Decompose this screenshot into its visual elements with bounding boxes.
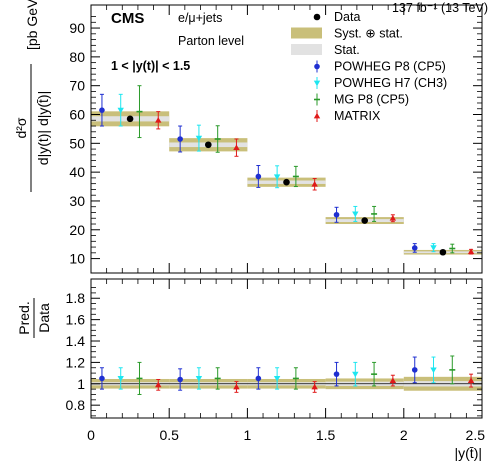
legend-label: MG P8 (CP5) bbox=[334, 93, 409, 107]
powheg_h7-point bbox=[273, 376, 281, 382]
legend-marker bbox=[291, 27, 322, 39]
powheg_h7-point bbox=[195, 135, 203, 142]
ratio-y-tick-label: 1.6 bbox=[66, 312, 86, 328]
main-prediction-series bbox=[99, 85, 475, 255]
y-tick-label: 40 bbox=[69, 164, 85, 180]
legend-marker bbox=[313, 80, 321, 87]
x-tick-label: 2 bbox=[400, 427, 408, 443]
y-label-unit: [pb GeV⁻¹] bbox=[24, 0, 40, 50]
main-plot-frame bbox=[90, 4, 483, 274]
powheg_h7-point bbox=[430, 367, 437, 374]
matrix-point bbox=[467, 248, 475, 255]
powheg_p8-point bbox=[177, 376, 183, 383]
powheg_h7-point bbox=[195, 376, 203, 382]
powheg_p8-point bbox=[333, 371, 340, 377]
legend-label: POWHEG P8 (CP5) bbox=[334, 60, 446, 74]
data-point bbox=[283, 178, 290, 186]
rapidity-cut-label: 1 < |y(t)| < 1.5 bbox=[111, 59, 190, 73]
main-x-axis-ticks bbox=[90, 5, 483, 273]
y-tick-label: 10 bbox=[69, 251, 85, 267]
x-tick-label: 1.5 bbox=[316, 427, 336, 443]
ratio-y-axis-ticks: 0.8 1 1.2 1.4 1.6 1.8 bbox=[66, 287, 482, 417]
ratio-y-label-group: Pred. Data bbox=[16, 298, 52, 338]
ratio-prediction-series bbox=[99, 355, 475, 395]
matrix-point bbox=[155, 381, 162, 388]
y-tick-label: 90 bbox=[69, 20, 85, 36]
cms-logo: CMS bbox=[111, 10, 144, 27]
y-tick-label: 20 bbox=[69, 222, 85, 238]
x-tick-label: 2.5 bbox=[466, 427, 486, 443]
main-y-axis-label: d²σ d|y(t)| d|y(t̄)| [pb GeV⁻¹] bbox=[13, 0, 51, 192]
powheg_p8-point bbox=[255, 375, 262, 382]
legend-label: Syst. ⊕ stat. bbox=[334, 27, 403, 41]
data-point bbox=[361, 217, 369, 224]
matrix-point bbox=[233, 383, 240, 390]
data-point bbox=[205, 141, 212, 149]
y-label-group: d²σ d|y(t)| d|y(t̄)| [pb GeV⁻¹] bbox=[13, 0, 51, 192]
channel-label: e/μ+jets bbox=[178, 11, 222, 25]
powheg_p8-point bbox=[333, 211, 340, 218]
legend-label: POWHEG H7 (CH3) bbox=[334, 76, 447, 90]
main-data-points bbox=[126, 115, 447, 256]
y-label-denominator: d|y(t)| d|y(t̄)| bbox=[35, 91, 51, 165]
ratio-panel: 0.811.21.41.61.8 0 0.5 1 1.5 2 2.5 Pred. Data … bbox=[16, 278, 485, 461]
data-point bbox=[126, 115, 134, 123]
powheg_h7-point bbox=[117, 107, 124, 114]
powheg_p8-point bbox=[255, 173, 262, 180]
powheg_p8-point bbox=[99, 107, 105, 113]
ratio-y-tick-label: 1.2 bbox=[66, 354, 86, 370]
x-axis-title: |y(t̄)| bbox=[455, 445, 483, 461]
y-tick-label: 80 bbox=[69, 49, 85, 65]
ratio-y-axis-label: Pred. Data bbox=[16, 298, 52, 338]
data-point bbox=[439, 248, 447, 256]
ratio-y-label-numerator: Pred. bbox=[16, 301, 32, 334]
ratio-plot-frame bbox=[90, 278, 483, 419]
ratio-x-axis-ticks: 0 0.5 1 1.5 2 2.5 bbox=[87, 279, 485, 443]
powheg_h7-point bbox=[352, 211, 359, 218]
legend: Data Syst. ⊕ stat. Stat. POWHEG P8 (CP5) POW… bbox=[291, 10, 447, 123]
legend-label: MATRIX bbox=[334, 109, 381, 123]
ratio-y-tick-label: 1.8 bbox=[66, 290, 86, 306]
ratio-y-label-denominator: Data bbox=[36, 303, 52, 333]
powheg_p8-point bbox=[177, 136, 183, 142]
luminosity-label: 137 fb⁻¹ (13 TeV) bbox=[392, 1, 488, 15]
x-tick-label: 0.5 bbox=[159, 427, 179, 443]
x-tick-label: 0 bbox=[87, 427, 95, 443]
legend-label: Stat. bbox=[334, 43, 360, 57]
y-tick-label: 70 bbox=[69, 78, 85, 94]
matrix-point bbox=[233, 144, 240, 151]
powheg_p8-point bbox=[99, 375, 105, 382]
level-label: Parton level bbox=[178, 34, 244, 48]
y-tick-label: 60 bbox=[69, 107, 85, 123]
matrix-point bbox=[467, 377, 475, 383]
ratio-y-tick-label: 1 bbox=[77, 376, 85, 392]
powheg_p8-point bbox=[411, 245, 418, 251]
matrix-point bbox=[389, 215, 397, 221]
legend-marker bbox=[313, 112, 321, 119]
y-label-numerator: d²σ bbox=[13, 117, 29, 138]
ratio-y-tick-label: 1.4 bbox=[66, 333, 86, 349]
powheg_h7-point bbox=[352, 371, 359, 378]
powheg_h7-point bbox=[117, 376, 124, 382]
main-y-axis-ticks: 10 20 30 40 50 60 70 80 90 bbox=[69, 16, 482, 267]
matrix-point bbox=[389, 377, 397, 383]
y-tick-label: 30 bbox=[69, 193, 85, 209]
legend-marker bbox=[314, 63, 320, 70]
legend-marker bbox=[291, 44, 322, 55]
powheg_h7-point bbox=[273, 174, 281, 180]
powheg_p8-point bbox=[411, 367, 418, 373]
matrix-point bbox=[311, 181, 318, 187]
y-tick-label: 50 bbox=[69, 135, 85, 151]
ratio-y-tick-label: 0.8 bbox=[66, 397, 86, 413]
legend-label: Data bbox=[334, 10, 360, 24]
x-tick-label: 1 bbox=[244, 427, 252, 443]
main-panel: 10 20 30 40 50 60 70 80 90 d²σ d|y(t)| d|y(t̄)| [p… bbox=[13, 0, 483, 274]
matrix-point bbox=[155, 117, 162, 123]
legend-marker bbox=[313, 13, 321, 21]
powheg_h7-point bbox=[430, 245, 437, 251]
matrix-point bbox=[311, 383, 318, 390]
